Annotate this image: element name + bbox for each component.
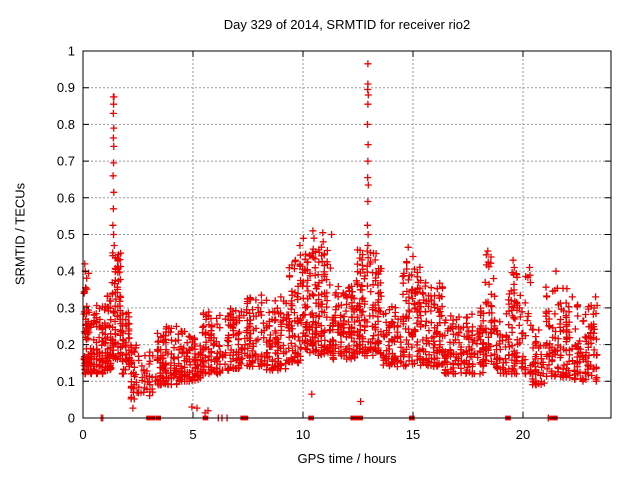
y-tick-label: 0.7 xyxy=(57,154,75,169)
y-tick-label: 1 xyxy=(68,44,75,59)
x-tick-label: 0 xyxy=(79,427,86,442)
y-tick-label: 0.5 xyxy=(57,227,75,242)
y-tick-label: 0.6 xyxy=(57,190,75,205)
x-tick-label: 10 xyxy=(296,427,310,442)
x-axis-label: GPS time / hours xyxy=(297,451,397,466)
y-tick-label: 0 xyxy=(68,411,75,426)
chart-title: Day 329 of 2014, SRMTID for receiver rio… xyxy=(223,17,471,32)
y-tick-label: 0.8 xyxy=(57,117,75,132)
x-tick-label: 5 xyxy=(189,427,196,442)
y-tick-label: 0.3 xyxy=(57,300,75,315)
y-tick-label: 0.2 xyxy=(57,337,75,352)
data-points-layer xyxy=(80,60,601,417)
x-tick-label: 20 xyxy=(516,427,530,442)
y-tick-label: 0.1 xyxy=(57,374,75,389)
y-tick-label: 0.4 xyxy=(57,264,75,279)
plot-border xyxy=(82,50,612,419)
y-tick-label: 0.9 xyxy=(57,80,75,95)
x-tick-label: 15 xyxy=(406,427,420,442)
